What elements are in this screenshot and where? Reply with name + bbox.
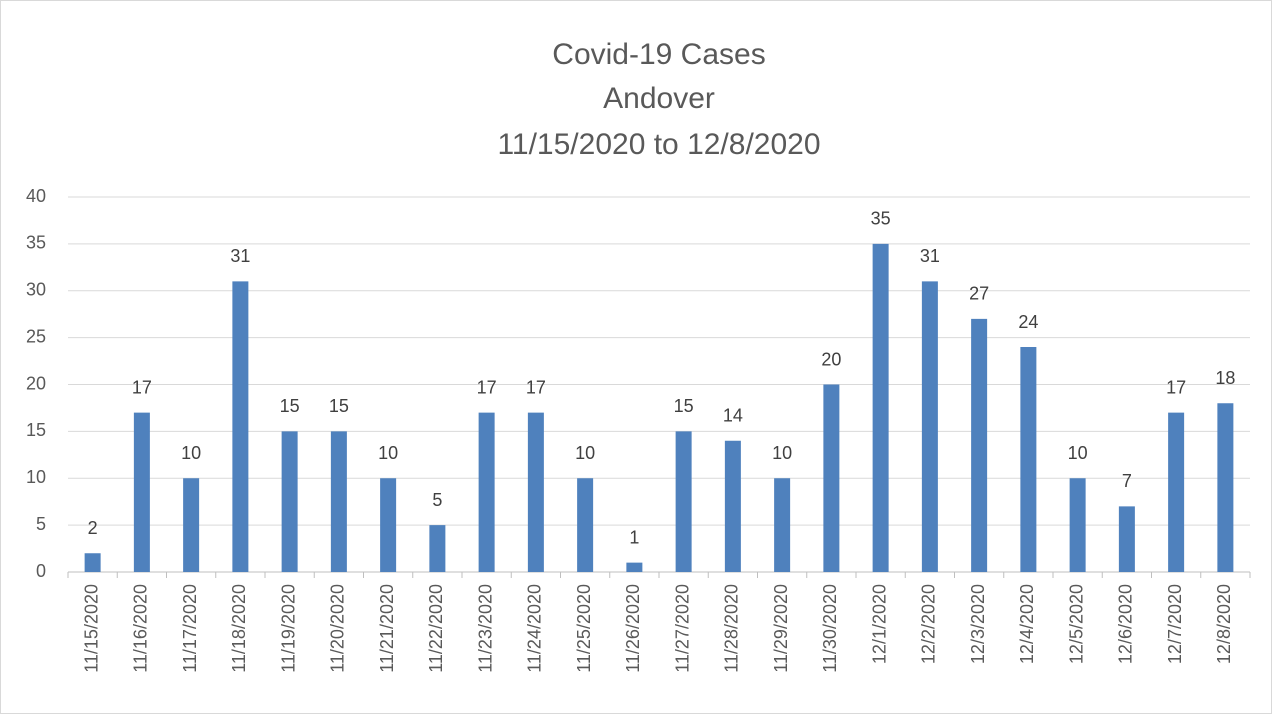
data-label: 31 <box>230 246 250 266</box>
x-tick-label: 12/3/2020 <box>968 584 988 664</box>
data-label: 17 <box>1166 377 1186 397</box>
data-label: 7 <box>1122 471 1132 491</box>
x-tick-label: 11/29/2020 <box>771 584 791 673</box>
x-tick-label: 12/8/2020 <box>1214 584 1234 664</box>
bar <box>527 412 544 572</box>
x-tick-label: 11/15/2020 <box>81 584 101 673</box>
data-label: 10 <box>1068 443 1088 463</box>
x-tick-label: 12/2/2020 <box>919 584 939 664</box>
bar <box>133 412 150 572</box>
bar <box>84 553 101 572</box>
data-label: 10 <box>772 443 792 463</box>
bar <box>183 478 200 572</box>
bar <box>281 431 298 572</box>
data-label: 17 <box>526 377 546 397</box>
bar <box>921 281 938 572</box>
bar <box>724 440 741 572</box>
x-tick-label: 11/20/2020 <box>328 584 348 673</box>
data-label: 15 <box>280 396 300 416</box>
bar <box>872 243 889 572</box>
data-label: 1 <box>629 527 639 547</box>
data-label: 27 <box>969 284 989 304</box>
bar <box>823 384 840 572</box>
data-label: 24 <box>1018 312 1038 332</box>
data-label: 2 <box>88 518 98 538</box>
bar <box>675 431 692 572</box>
data-label: 18 <box>1215 368 1235 388</box>
y-tick-label: 5 <box>36 514 46 534</box>
data-label: 14 <box>723 406 743 426</box>
bar <box>774 478 791 572</box>
bar <box>1020 347 1037 572</box>
chart-title: 11/15/2020 to 12/8/2020 <box>497 128 820 161</box>
x-tick-label: 11/17/2020 <box>180 584 200 673</box>
bar <box>1168 412 1185 572</box>
y-tick-label: 30 <box>26 280 46 300</box>
x-tick-label: 11/27/2020 <box>672 584 692 673</box>
x-tick-label: 11/30/2020 <box>820 584 840 673</box>
bar <box>577 478 594 572</box>
data-label: 10 <box>378 443 398 463</box>
data-label: 15 <box>329 396 349 416</box>
x-tick-label: 11/24/2020 <box>525 584 545 673</box>
x-tick-label: 12/1/2020 <box>869 584 889 664</box>
bar <box>478 412 495 572</box>
x-tick-label: 12/5/2020 <box>1066 584 1086 664</box>
bar <box>626 562 643 572</box>
bar <box>1217 403 1234 572</box>
data-label: 17 <box>477 377 497 397</box>
x-tick-label: 11/18/2020 <box>229 584 249 673</box>
x-tick-label: 12/7/2020 <box>1165 584 1185 664</box>
x-tick-label: 11/23/2020 <box>475 584 495 673</box>
data-label: 5 <box>432 490 442 510</box>
bar <box>429 525 446 572</box>
x-tick-label: 11/16/2020 <box>131 584 151 673</box>
x-tick-label: 11/28/2020 <box>722 584 742 673</box>
bar <box>330 431 347 572</box>
x-tick-label: 12/4/2020 <box>1017 584 1037 664</box>
bar <box>971 318 988 572</box>
bar <box>232 281 249 572</box>
x-tick-label: 12/6/2020 <box>1116 584 1136 664</box>
x-tick-label: 11/26/2020 <box>623 584 643 673</box>
chart-title: Covid-19 Cases <box>552 38 765 71</box>
y-tick-label: 15 <box>26 420 46 440</box>
data-label: 31 <box>920 246 940 266</box>
bar <box>380 478 397 572</box>
y-tick-label: 20 <box>26 373 46 393</box>
y-tick-label: 40 <box>26 186 46 206</box>
y-tick-label: 0 <box>36 561 46 581</box>
bar <box>1118 506 1135 572</box>
x-tick-label: 11/22/2020 <box>426 584 446 673</box>
bar <box>1069 478 1086 572</box>
data-label: 10 <box>181 443 201 463</box>
data-label: 15 <box>674 396 694 416</box>
y-tick-label: 10 <box>26 467 46 487</box>
data-label: 20 <box>821 349 841 369</box>
x-tick-label: 11/19/2020 <box>278 584 298 673</box>
y-tick-label: 35 <box>26 233 46 253</box>
x-tick-label: 11/21/2020 <box>377 584 397 673</box>
chart-title: Andover <box>603 82 715 115</box>
data-label: 35 <box>871 209 891 229</box>
x-tick-label: 11/25/2020 <box>574 584 594 673</box>
y-tick-label: 25 <box>26 326 46 346</box>
data-label: 17 <box>132 377 152 397</box>
data-label: 10 <box>575 443 595 463</box>
